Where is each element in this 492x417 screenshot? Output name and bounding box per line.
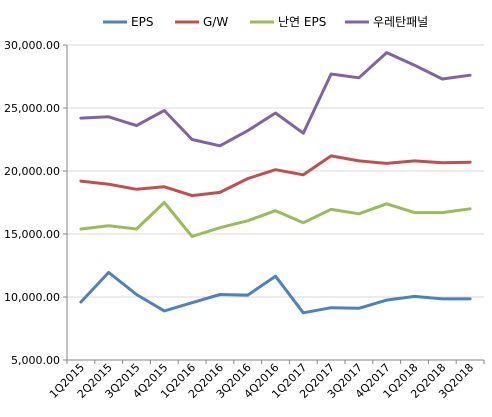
legend-label: 우레탄패널 (373, 15, 428, 29)
series-line-EPS (79, 270, 472, 315)
series-lines (79, 51, 472, 315)
legend-label: 난연 EPS (278, 15, 326, 29)
y-tick-label: 5,000.00 (11, 354, 60, 367)
axes: 5,000.00 10,000.00 15,000.00 20,000.00 25,00… (4, 39, 485, 401)
series-line-G/W (79, 154, 472, 198)
y-tick-label: 10,000.00 (4, 291, 60, 304)
gridlines (67, 44, 484, 361)
series-line-난연 EPS (79, 201, 472, 238)
series-line-우레탄패널 (79, 51, 472, 148)
legend-label: G/W (203, 15, 228, 29)
y-tick-label: 25,000.00 (4, 102, 60, 115)
y-tick-label: 15,000.00 (4, 228, 60, 241)
y-tick-label: 30,000.00 (4, 39, 60, 52)
legend-label: EPS (131, 15, 153, 29)
legend: EPS G/W 난연 EPS 우레탄패널 (103, 15, 428, 29)
y-tick-label: 20,000.00 (4, 165, 60, 178)
